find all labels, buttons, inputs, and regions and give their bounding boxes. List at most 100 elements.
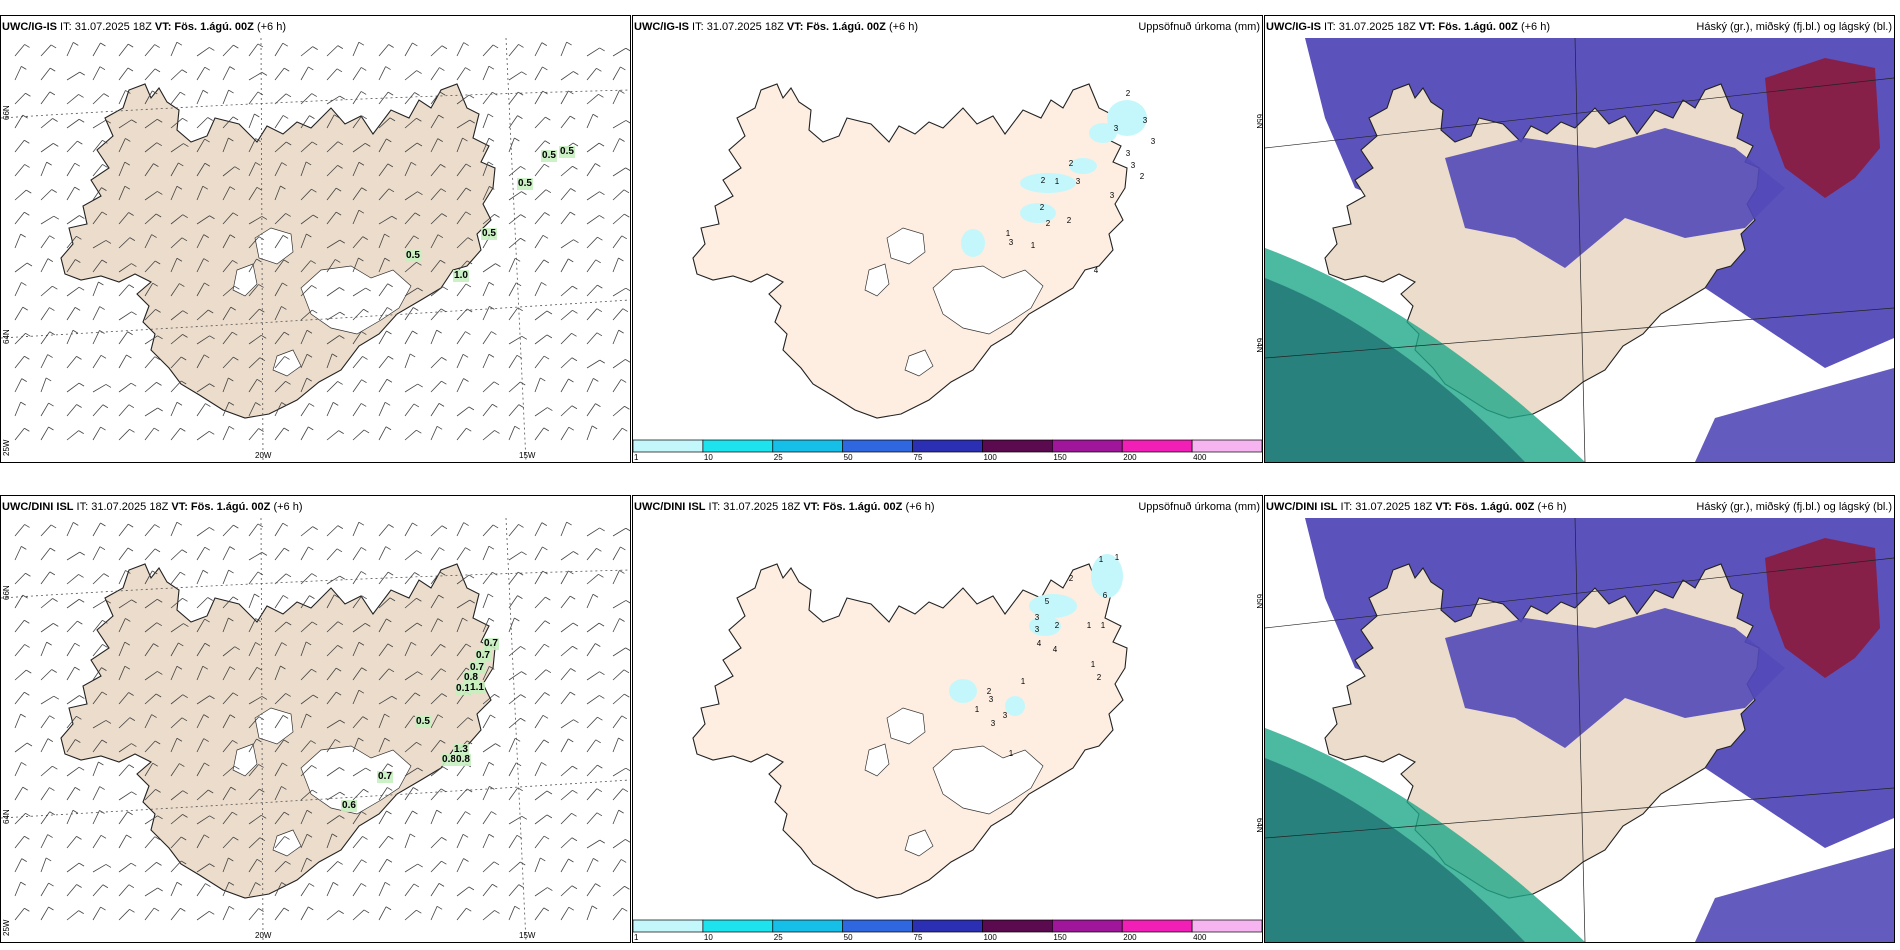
wind-barb — [300, 188, 317, 201]
wind-barb — [248, 113, 260, 129]
wind-barb — [170, 907, 186, 921]
wind-barb — [404, 572, 420, 585]
wind-barb — [430, 114, 444, 129]
glacier-outline — [272, 829, 302, 857]
wind-barb — [404, 787, 419, 801]
precip-value: 2 — [1067, 216, 1072, 225]
wind-barb — [92, 211, 108, 225]
wind-barb — [248, 72, 268, 81]
wind-barb — [14, 139, 30, 153]
wind-barb — [352, 571, 367, 585]
wind-barb — [508, 282, 522, 297]
wind-barb — [586, 308, 603, 321]
wind-barb — [170, 356, 187, 369]
precip-patch — [415, 716, 431, 728]
wind-barb — [456, 119, 475, 129]
wind-barb — [352, 623, 371, 633]
wind-barb — [170, 283, 185, 297]
wind-barb — [612, 669, 630, 681]
wind-precip-value: 0.5 — [406, 250, 420, 261]
wind-barb — [378, 188, 395, 201]
wind-barb — [144, 815, 163, 825]
wind-precip-value: 0.5 — [560, 146, 574, 157]
wind-barb — [14, 282, 27, 297]
wind-barb — [248, 764, 264, 777]
wind-barb — [456, 599, 475, 609]
wind-barb — [326, 594, 340, 609]
wind-barb — [14, 762, 27, 777]
wind-precip-value: 0.5 — [416, 716, 430, 727]
wind-barb — [170, 380, 187, 393]
wind-barb — [274, 162, 287, 177]
wind-barb — [118, 161, 130, 177]
wind-barb — [92, 330, 105, 345]
wind-barb — [326, 739, 341, 753]
wind-barb — [352, 788, 369, 801]
precip-area — [1029, 594, 1077, 618]
wind-barb — [430, 380, 447, 393]
wind-precip-value: 0.8 — [456, 754, 470, 765]
precip-value: 1 — [1006, 229, 1011, 238]
precip-value: 4 — [1037, 639, 1042, 648]
wind-barb — [352, 143, 371, 153]
wind-barb — [612, 405, 630, 417]
wind-barb — [482, 161, 494, 177]
wind-barb — [508, 815, 528, 825]
wind-barb — [274, 762, 288, 777]
wind-barb — [378, 117, 396, 129]
wind-barb — [118, 862, 137, 873]
wind-barb — [248, 738, 262, 753]
wind-barb — [352, 909, 370, 921]
wind-barb — [326, 165, 343, 177]
wind-barb — [456, 574, 475, 585]
wind-barb — [586, 142, 605, 153]
wind-barb — [586, 378, 599, 393]
wind-barb — [118, 311, 137, 321]
wind-barb — [300, 595, 315, 609]
wind-barb — [326, 575, 345, 585]
wind-barb — [300, 46, 318, 57]
lon-label-15w: 15W — [519, 451, 536, 460]
wind-barb — [404, 353, 416, 369]
wind-barb — [430, 357, 447, 369]
precip-patch — [483, 638, 499, 650]
legend-swatch — [982, 919, 1053, 933]
wind-barb — [196, 815, 215, 825]
wind-barb — [430, 837, 447, 849]
wind-barb — [118, 237, 136, 249]
wind-barb — [482, 281, 495, 297]
wind-barb — [404, 117, 422, 129]
wind-barb — [326, 645, 343, 657]
wind-precip-value: 0.7 — [484, 638, 498, 649]
wind-barb — [586, 812, 603, 825]
graticule-64n — [1, 299, 630, 339]
wind-barb — [456, 378, 469, 393]
precip-title-row2: UWC/DINI ISL IT: 31.07.2025 18Z VT: Fös.… — [634, 496, 1260, 518]
legend-swatch — [772, 439, 844, 453]
precip-value: 3 — [1110, 191, 1115, 200]
wind-barb — [352, 859, 367, 873]
wind-barb — [274, 141, 292, 153]
wind-barb — [326, 95, 345, 105]
wind-barb — [92, 139, 108, 153]
wind-barb — [612, 90, 625, 105]
wind-barb — [482, 761, 495, 777]
cloud-right-title-row1: Háský (gr.), miðský (fj.bl.) og lágský (… — [1696, 21, 1892, 33]
wind-barb — [170, 571, 186, 585]
wind-barb — [40, 857, 52, 873]
precip-value: 3 — [991, 719, 996, 728]
wind-barb — [326, 141, 344, 153]
wind-barb — [378, 787, 393, 801]
wind-barb — [222, 331, 238, 345]
wind-barb — [144, 836, 161, 849]
wind-barb — [560, 858, 574, 873]
wind-barb — [508, 115, 523, 129]
wind-barb — [118, 641, 130, 657]
wind-barb — [482, 786, 495, 801]
wind-barb — [586, 839, 605, 849]
wind-barb — [40, 402, 54, 417]
wind-barb — [586, 191, 605, 201]
precip-patch — [463, 672, 479, 684]
wind-barb — [144, 90, 158, 105]
wind-barb — [508, 861, 526, 873]
